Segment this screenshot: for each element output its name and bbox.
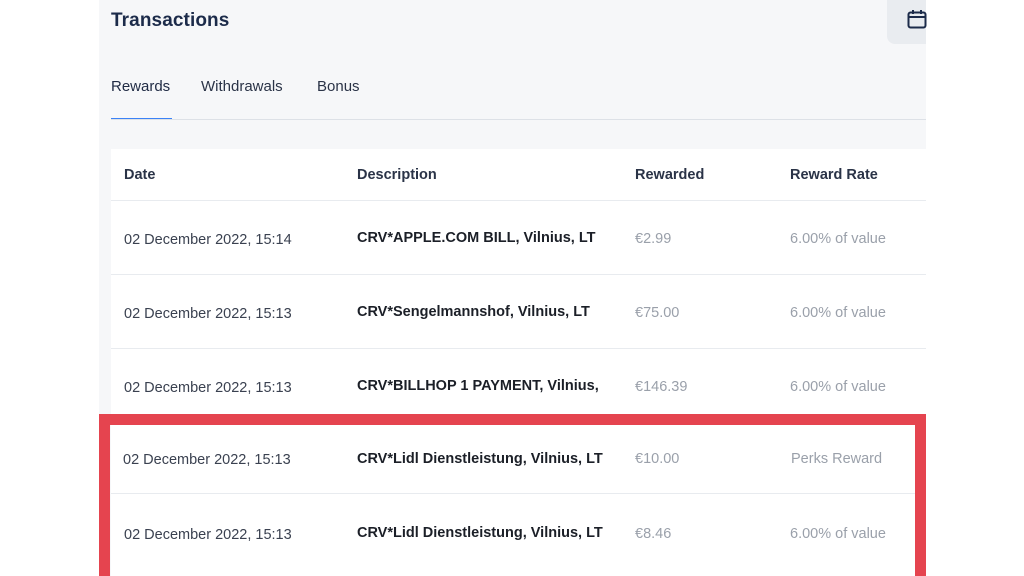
date-filter-button[interactable]: [887, 0, 927, 44]
row-rewarded: €10.00: [635, 451, 680, 467]
table-row[interactable]: 02 December 2022, 15:13 CRV*BILLHOP 1 PA…: [111, 349, 926, 423]
row-rewarded: €75.00: [635, 305, 680, 321]
column-header-reward-rate[interactable]: Reward Rate: [790, 167, 878, 183]
column-header-description[interactable]: Description: [357, 167, 437, 183]
row-description: CRV*BILLHOP 1 PAYMENT, Vilnius,: [357, 378, 599, 394]
transactions-panel: Transactions Rewards Withdrawals Bonus D…: [99, 0, 927, 576]
tab-bonus[interactable]: Bonus: [317, 78, 360, 120]
table-row[interactable]: 02 December 2022, 15:14 CRV*APPLE.COM BI…: [111, 201, 926, 275]
row-description: CRV*Sengelmannshof, Vilnius, LT: [357, 304, 590, 320]
row-date: 02 December 2022, 15:13: [124, 306, 292, 322]
column-header-rewarded[interactable]: Rewarded: [635, 167, 705, 183]
row-reward-rate: 6.00% of value: [790, 305, 886, 321]
row-rewarded: €2.99: [635, 231, 672, 247]
table-row[interactable]: 02 December 2022, 15:13 CRV*Sengelmannsh…: [111, 275, 926, 349]
tabs-divider: [111, 119, 926, 120]
row-date: 02 December 2022, 15:13: [124, 380, 292, 396]
row-description: CRV*Lidl Dienstleistung, Vilnius, LT: [357, 451, 603, 467]
tab-rewards-label: Rewards: [111, 78, 171, 95]
tab-bonus-label: Bonus: [317, 78, 360, 95]
row-reward-rate: 6.00% of value: [790, 379, 886, 395]
row-description: CRV*APPLE.COM BILL, Vilnius, LT: [357, 230, 596, 246]
table-header-row: Date Description Rewarded Reward Rate: [111, 149, 926, 201]
row-reward-rate: 6.00% of value: [790, 231, 886, 247]
table-row[interactable]: 02 December 2022, 15:13 CRV*Lidl Dienstl…: [111, 423, 926, 494]
row-rewarded: €146.39: [635, 379, 688, 395]
row-date: 02 December 2022, 15:13: [123, 452, 291, 468]
tab-rewards[interactable]: Rewards: [111, 78, 170, 120]
calendar-icon: [907, 10, 927, 29]
row-reward-rate: Perks Reward: [791, 451, 883, 467]
row-date: 02 December 2022, 15:14: [124, 232, 292, 248]
row-rewarded: €8.46: [635, 526, 672, 542]
row-description: CRV*Lidl Dienstleistung, Vilnius, LT: [357, 525, 603, 541]
row-reward-rate: 6.00% of value: [790, 526, 886, 542]
tab-withdrawals[interactable]: Withdrawals: [201, 78, 283, 120]
transactions-table: Date Description Rewarded Reward Rate 02…: [111, 149, 926, 576]
page-title: Transactions: [111, 10, 230, 31]
column-header-date[interactable]: Date: [124, 167, 156, 183]
row-date: 02 December 2022, 15:13: [124, 527, 292, 543]
tab-withdrawals-label: Withdrawals: [201, 78, 283, 95]
table-row[interactable]: 02 December 2022, 15:13 CRV*Lidl Dienstl…: [111, 494, 926, 576]
